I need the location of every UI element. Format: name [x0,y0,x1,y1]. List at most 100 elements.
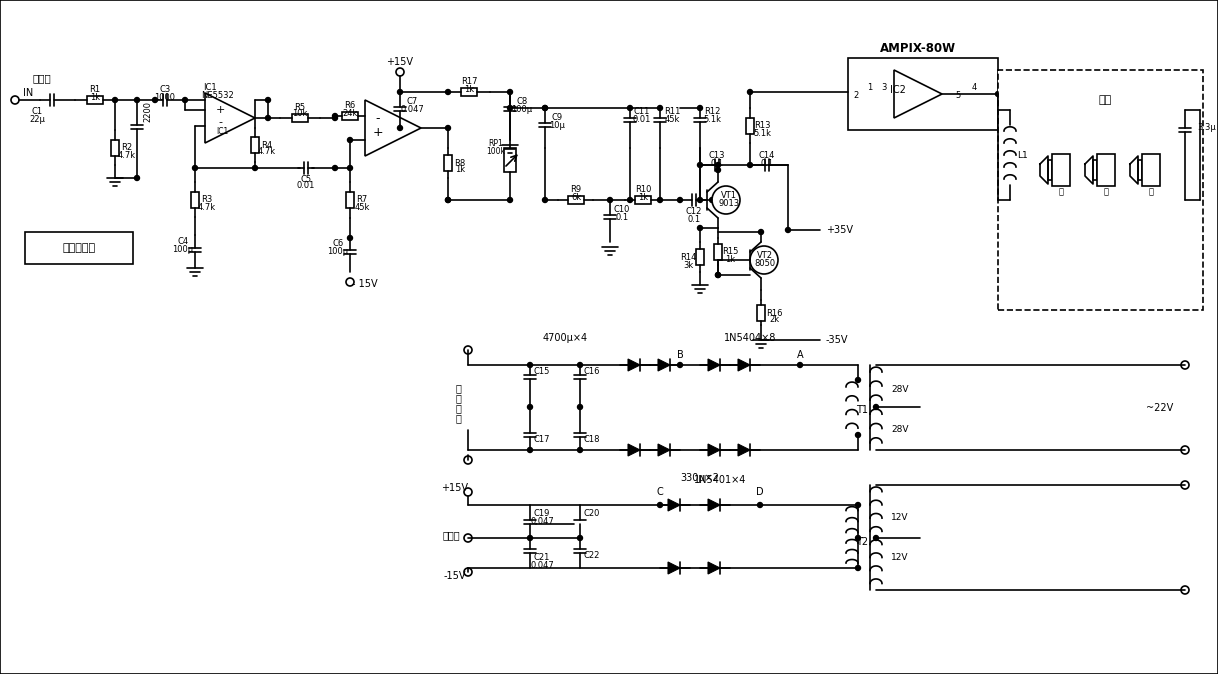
Circle shape [397,90,402,94]
Text: 100k: 100k [486,148,505,156]
Circle shape [527,363,532,367]
Text: C18: C18 [583,435,600,444]
Circle shape [748,90,753,94]
Text: 0.01: 0.01 [633,115,652,125]
Text: R2: R2 [122,144,133,152]
Circle shape [347,137,352,142]
Text: 0.01: 0.01 [297,181,315,191]
Text: NE5532: NE5532 [202,90,234,100]
Text: 0.1: 0.1 [760,158,773,168]
Bar [714,243,722,259]
Text: R4: R4 [262,140,273,150]
Circle shape [698,106,703,111]
Text: R12: R12 [704,107,720,117]
Text: 0.1: 0.1 [615,212,628,222]
Text: 9013: 9013 [719,199,739,208]
Text: 5.1k: 5.1k [753,129,771,137]
Text: 1N5401×4: 1N5401×4 [694,475,747,485]
Text: 2k: 2k [769,315,780,324]
Text: R11: R11 [664,107,680,117]
Text: 1: 1 [867,84,872,92]
Text: +: + [373,125,384,138]
Text: 低: 低 [1058,187,1063,197]
Text: C5: C5 [301,175,312,183]
Text: 至: 至 [456,383,460,393]
Text: 0.047: 0.047 [530,516,554,526]
Circle shape [527,536,532,541]
Bar [1052,154,1069,186]
Text: 10k: 10k [292,109,308,119]
Text: 5: 5 [955,90,961,100]
Text: 12V: 12V [892,514,909,522]
Circle shape [464,346,473,354]
Text: VT1: VT1 [721,191,737,200]
Text: 6k: 6k [571,193,581,202]
Text: R9: R9 [570,185,581,195]
Text: 1k: 1k [725,255,734,264]
Circle shape [658,503,663,508]
Bar [695,249,704,265]
Text: C11: C11 [633,107,650,117]
Text: 0.047: 0.047 [401,104,424,113]
Bar [758,305,765,321]
Text: R15: R15 [722,247,738,257]
Circle shape [715,162,721,168]
Text: C9: C9 [552,113,563,121]
Circle shape [855,377,860,383]
Text: 1k: 1k [638,193,648,202]
Circle shape [1181,361,1189,369]
Circle shape [698,162,703,168]
Polygon shape [738,444,750,456]
Text: C12: C12 [686,206,703,216]
Text: +35V: +35V [826,225,853,235]
Bar [745,117,754,133]
Circle shape [542,106,548,111]
Circle shape [527,404,532,410]
Circle shape [577,363,582,367]
Text: 0.1: 0.1 [710,158,723,168]
Text: 4700μ×4: 4700μ×4 [542,333,587,343]
Text: C15: C15 [533,367,551,377]
Circle shape [577,404,582,410]
Text: 声: 声 [456,403,460,413]
Bar [342,112,358,120]
Text: 45k: 45k [664,115,680,125]
Circle shape [183,98,188,102]
Bar [445,155,452,171]
Circle shape [134,98,140,102]
Text: 8050: 8050 [754,259,776,268]
Text: 22μ: 22μ [29,115,45,123]
Text: C10: C10 [614,204,630,214]
Bar [1093,160,1097,180]
Text: VT2: VT2 [758,251,773,259]
Text: -15V: -15V [443,571,466,581]
Text: 1k: 1k [90,92,100,102]
Bar [86,96,104,104]
Text: IC2: IC2 [890,85,906,95]
Text: C20: C20 [583,508,600,518]
Text: 右: 右 [456,393,460,403]
Bar [504,148,516,172]
Bar [460,88,477,96]
Text: T1: T1 [856,405,868,415]
Text: 330μ×2: 330μ×2 [681,473,720,483]
Text: R5: R5 [295,102,306,111]
Text: 低: 低 [1104,187,1108,197]
Text: IN: IN [23,88,33,98]
Text: A: A [797,350,804,360]
Circle shape [1181,481,1189,489]
Text: C4: C4 [178,237,189,247]
Text: 4.7k: 4.7k [199,202,216,212]
Circle shape [677,363,682,367]
Circle shape [397,125,402,131]
Circle shape [152,98,157,102]
Text: C19: C19 [533,508,551,518]
Text: C17: C17 [533,435,551,444]
Text: 12V: 12V [892,553,909,563]
Bar [568,196,583,204]
Text: 100μ: 100μ [328,247,348,255]
Polygon shape [667,499,680,511]
Circle shape [347,235,352,241]
Circle shape [508,197,513,202]
Text: R3: R3 [201,195,213,204]
